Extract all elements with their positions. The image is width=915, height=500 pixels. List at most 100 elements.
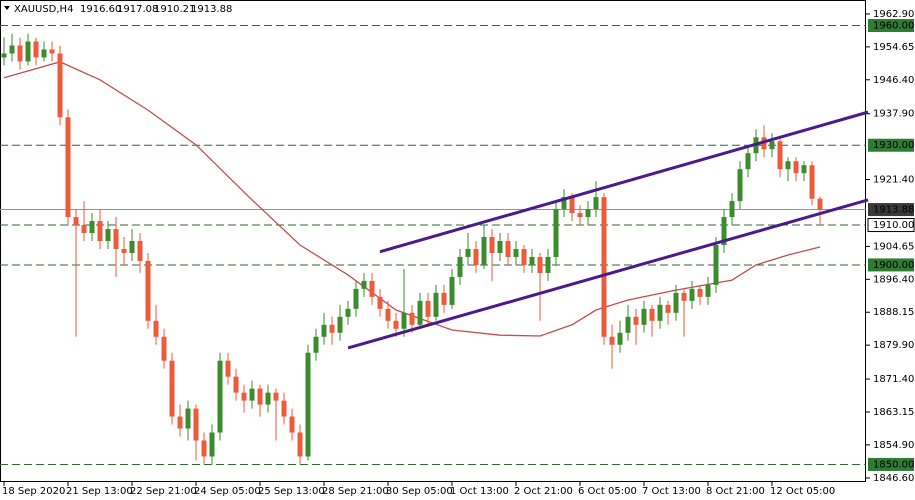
x-tick-label: 21 Sep 13:00 — [66, 486, 133, 497]
candle-body — [441, 292, 447, 305]
candle-body — [265, 392, 271, 405]
menu-arrow[interactable] — [4, 6, 10, 10]
x-tick-label: 1 Oct 13:00 — [450, 486, 509, 497]
channel-line — [347, 198, 869, 350]
candle-body — [313, 336, 319, 353]
candle-body — [33, 41, 39, 58]
candle-body — [617, 332, 623, 345]
candle-body — [249, 388, 255, 401]
candle-body — [153, 320, 159, 337]
candle-body — [393, 320, 399, 329]
candle-body — [257, 388, 263, 405]
x-tick-label: 30 Sep 05:00 — [386, 486, 453, 497]
x-tick-label: 24 Sep 05:00 — [194, 486, 261, 497]
candle-body — [17, 45, 23, 62]
candle-body — [169, 360, 175, 417]
candle-body — [633, 316, 639, 325]
level-label: 1910.00 — [873, 220, 914, 231]
y-tick-label: 1962.90 — [873, 9, 914, 20]
candle-body — [41, 49, 47, 58]
candle-body — [433, 292, 439, 317]
candle-body — [209, 432, 215, 457]
candle-body — [777, 141, 783, 170]
candle-body — [809, 165, 815, 199]
candle-body — [649, 308, 655, 321]
candle-body — [473, 248, 479, 265]
candle-body — [601, 197, 607, 337]
candle-body — [665, 304, 671, 313]
candle-body — [361, 280, 367, 289]
level-label: 1900.00 — [873, 260, 914, 271]
candle-body — [449, 276, 455, 305]
candle-body — [89, 221, 95, 234]
candle-body — [345, 308, 351, 317]
candle-body — [337, 316, 343, 333]
y-tick-label: 1879.90 — [873, 340, 914, 351]
candle-body — [545, 256, 551, 273]
candle-body — [713, 244, 719, 285]
level-label-bg — [868, 457, 914, 471]
y-tick-label: 1846.60 — [873, 473, 914, 484]
candle-body — [729, 201, 735, 218]
candle-body — [65, 117, 71, 218]
last-price-label: 1913.88 — [873, 205, 914, 216]
candle-body — [793, 161, 799, 174]
candle-body — [129, 241, 135, 253]
candle-body — [801, 165, 807, 174]
candle-body — [241, 392, 247, 401]
candle-body — [609, 336, 615, 345]
candle-body — [305, 352, 311, 457]
level-label: 1960.00 — [873, 21, 914, 32]
candle-body — [593, 197, 599, 210]
y-tick-label: 1896.40 — [873, 274, 914, 285]
candle-body — [321, 324, 327, 337]
candle-body — [689, 288, 695, 301]
x-tick-label: 12 Oct 05:00 — [770, 486, 835, 497]
candle-body — [369, 280, 375, 297]
candle-body — [745, 153, 751, 170]
x-tick-label: 28 Sep 21:00 — [322, 486, 389, 497]
level-label-bg — [868, 19, 914, 33]
candle-body — [505, 241, 511, 257]
level-label-bg — [868, 138, 914, 152]
candle-body — [193, 408, 199, 441]
candle-body — [529, 256, 535, 265]
candle-body — [137, 241, 143, 261]
candle-body — [513, 248, 519, 257]
candle-body — [385, 308, 391, 321]
candle-body — [113, 229, 119, 249]
candle-body — [577, 213, 583, 218]
y-tick-label: 1904.65 — [873, 241, 914, 252]
candle-body — [737, 169, 743, 202]
x-tick-label: 8 Oct 21:00 — [706, 486, 765, 497]
symbol: XAUUSD,H4 — [14, 4, 73, 15]
candle-body — [225, 360, 231, 377]
x-tick-label: 2 Oct 21:00 — [514, 486, 573, 497]
candle-body — [185, 408, 191, 429]
candle-body — [273, 392, 279, 401]
candle-body — [705, 284, 711, 297]
candle-body — [57, 53, 63, 118]
x-tick-label: 6 Oct 05:00 — [578, 486, 637, 497]
candle-body — [417, 300, 423, 325]
candle-body — [49, 49, 55, 54]
candle-body — [521, 248, 527, 265]
candle-body — [673, 292, 679, 313]
candle-body — [145, 260, 151, 321]
candle-body — [121, 248, 127, 253]
candle-body — [73, 217, 79, 226]
candle-body — [329, 324, 335, 333]
y-tick-label: 1871.40 — [873, 374, 914, 385]
candle-body — [9, 45, 15, 54]
candle-body — [401, 312, 407, 329]
level-label-bg — [867, 218, 915, 233]
header-open: 1916.60 — [80, 4, 121, 15]
candle-body — [465, 248, 471, 257]
candle-body — [425, 300, 431, 317]
candle-body — [1, 53, 7, 58]
candle-body — [785, 161, 791, 170]
header-low: 1910.21 — [154, 4, 195, 15]
candle-body — [289, 416, 295, 433]
candle-body — [105, 229, 111, 241]
